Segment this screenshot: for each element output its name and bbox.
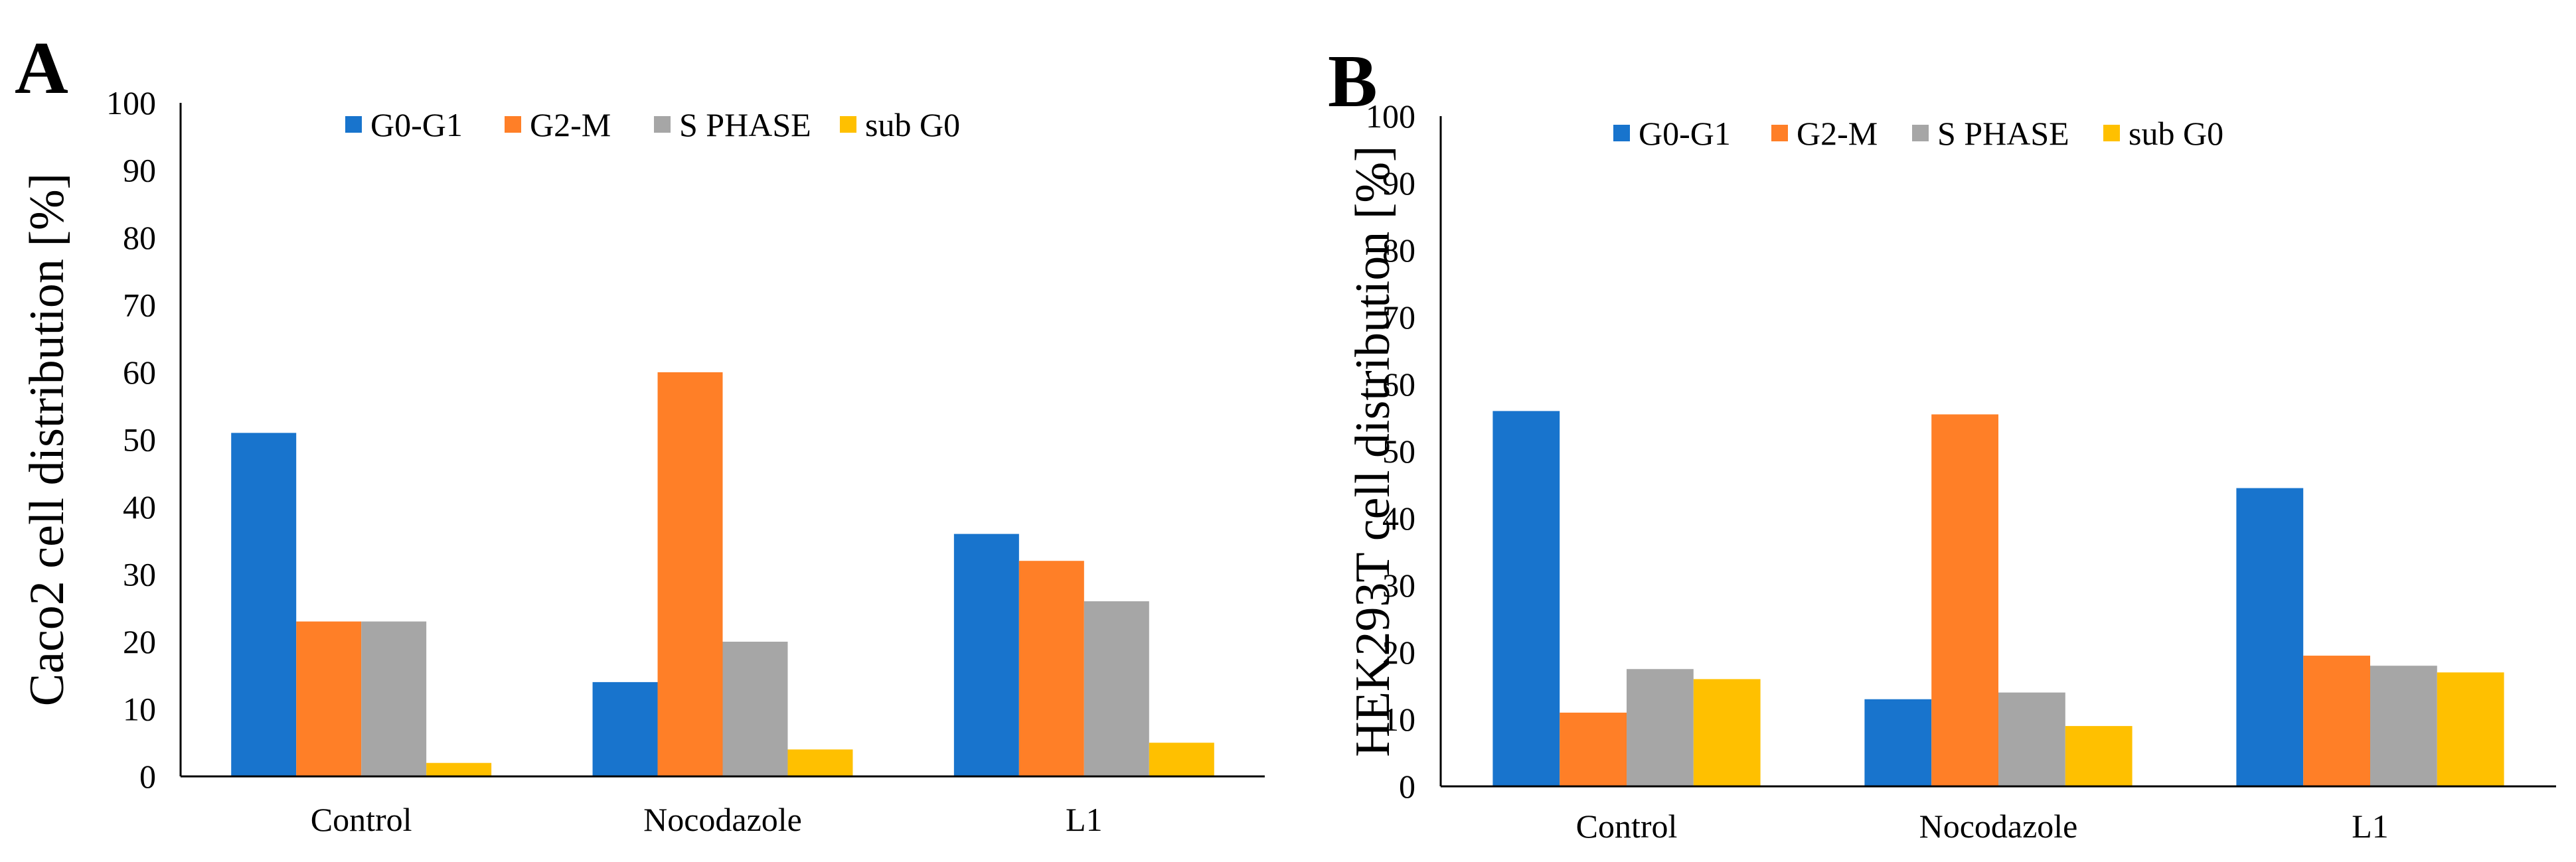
y-tick-label: 100 bbox=[106, 84, 156, 121]
y-tick-label: 70 bbox=[1382, 299, 1415, 336]
legend-swatch bbox=[345, 116, 362, 133]
y-tick-label: 100 bbox=[1366, 98, 1415, 135]
y-tick-label: 10 bbox=[123, 691, 156, 728]
bar-sub-g0-control bbox=[426, 762, 492, 776]
bar-s-phase-nocodazole bbox=[722, 642, 788, 776]
bar-sub-g0-nocodazole bbox=[787, 749, 853, 776]
y-axis-label: HEK293T cell distribution [%] bbox=[1346, 145, 1400, 756]
x-tick-label-control: Control bbox=[311, 801, 412, 838]
y-tick-label: 50 bbox=[123, 421, 156, 459]
legend-label: G0-G1 bbox=[370, 106, 463, 143]
chart-caco2: A 0 10 20 30 40 50 60 70 80 90 100 Caco2 cell distri… bbox=[15, 27, 1265, 838]
bar-g2-m-l1 bbox=[1018, 561, 1084, 776]
y-tick-label: 20 bbox=[123, 623, 156, 660]
legend-label: sub G0 bbox=[865, 106, 960, 143]
bar-sub-g0-l1 bbox=[1149, 743, 1214, 776]
bar-s-phase-l1 bbox=[2370, 666, 2437, 786]
legend-swatch bbox=[840, 116, 856, 133]
y-tick-label: 70 bbox=[123, 287, 156, 324]
bar-g0-g1-l1 bbox=[2236, 488, 2304, 786]
bar-s-phase-nocodazole bbox=[1998, 692, 2065, 786]
bar-g0-g1-l1 bbox=[953, 534, 1019, 776]
y-tick-label: 0 bbox=[1399, 768, 1415, 805]
legend-swatch bbox=[1912, 125, 1929, 141]
y-tick-label: 60 bbox=[1382, 366, 1415, 403]
y-tick-label: 30 bbox=[1382, 567, 1415, 604]
legend-label: S PHASE bbox=[679, 106, 811, 143]
bar-s-phase-control bbox=[1627, 669, 1694, 786]
y-axis-label: Caco2 cell distribution [%] bbox=[20, 173, 74, 707]
y-tick-label: 40 bbox=[1382, 500, 1415, 537]
legend-label: S PHASE bbox=[1937, 115, 2069, 152]
y-tick-label: 80 bbox=[123, 219, 156, 256]
y-tick-label: 50 bbox=[1382, 433, 1415, 470]
x-tick-label-l1: L1 bbox=[1066, 801, 1103, 838]
legend-label: G2-M bbox=[1797, 115, 1878, 152]
bar-g2-m-control bbox=[296, 621, 362, 776]
y-tick-label: 60 bbox=[123, 354, 156, 391]
bar-sub-g0-l1 bbox=[2437, 672, 2504, 786]
bar-g0-g1-control bbox=[1492, 411, 1560, 786]
legend-swatch bbox=[505, 116, 521, 133]
chart-hek293t: B 0 10 20 30 40 50 60 70 80 90 100 HEK293T cell dist… bbox=[1328, 40, 2556, 845]
bar-g0-g1-nocodazole bbox=[1864, 699, 1932, 786]
legend-swatch bbox=[1771, 125, 1788, 141]
legend-label: sub G0 bbox=[2129, 115, 2223, 152]
y-tick-label: 40 bbox=[123, 488, 156, 526]
bar-sub-g0-nocodazole bbox=[2065, 726, 2133, 786]
bar-s-phase-l1 bbox=[1084, 601, 1149, 776]
bar-g0-g1-nocodazole bbox=[592, 682, 658, 776]
legend-label: G2-M bbox=[530, 106, 611, 143]
x-tick-label-nocodazole: Nocodazole bbox=[1919, 808, 2078, 845]
legend-swatch bbox=[654, 116, 671, 133]
x-tick-label-nocodazole: Nocodazole bbox=[643, 801, 802, 838]
bar-g2-m-nocodazole bbox=[1931, 414, 1998, 786]
x-tick-label-control: Control bbox=[1576, 808, 1678, 845]
bar-s-phase-control bbox=[361, 621, 427, 776]
panel-label: A bbox=[15, 27, 68, 109]
y-tick-label: 20 bbox=[1382, 634, 1415, 671]
y-tick-label: 0 bbox=[139, 758, 156, 795]
bar-g2-m-l1 bbox=[2303, 656, 2370, 786]
legend-label: G0-G1 bbox=[1639, 115, 1731, 152]
bar-g2-m-control bbox=[1560, 712, 1627, 786]
y-tick-label: 30 bbox=[123, 556, 156, 593]
panel-label: B bbox=[1328, 40, 1378, 123]
y-tick-label: 90 bbox=[123, 152, 156, 189]
bar-g0-g1-control bbox=[231, 433, 297, 776]
bar-sub-g0-control bbox=[1693, 679, 1761, 786]
y-tick-label: 80 bbox=[1382, 232, 1415, 269]
legend-swatch bbox=[2103, 125, 2120, 141]
y-tick-label: 90 bbox=[1382, 165, 1415, 202]
x-tick-label-l1: L1 bbox=[2352, 808, 2389, 845]
legend-swatch bbox=[1613, 125, 1630, 141]
bar-g2-m-nocodazole bbox=[657, 372, 723, 776]
y-tick-label: 10 bbox=[1382, 701, 1415, 738]
